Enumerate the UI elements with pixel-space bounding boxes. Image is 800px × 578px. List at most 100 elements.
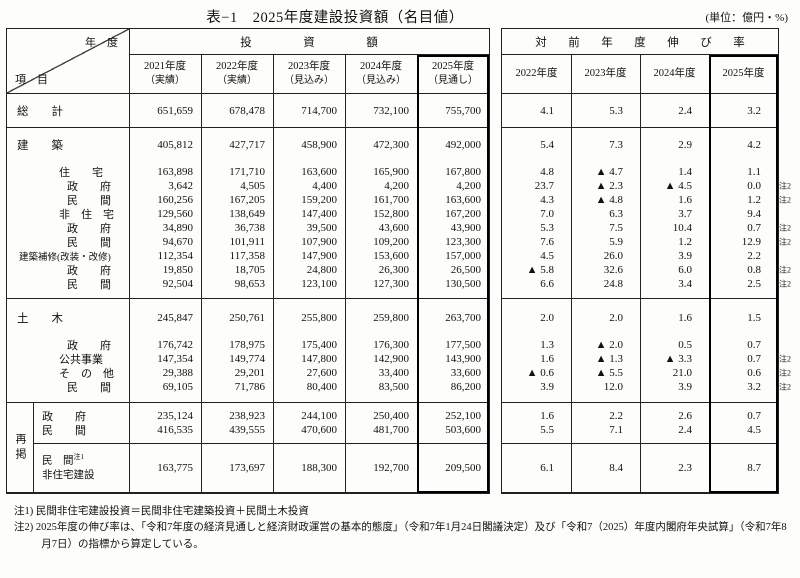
title-bar: 表−1 2025年度建設投資額（名目値） (単位：億円・%) bbox=[0, 0, 800, 28]
value-cell: 4,400 bbox=[312, 180, 337, 192]
table-row: 民 間注1 非住宅建設 163,775 173,697 188,300 192,700… bbox=[34, 444, 489, 492]
table-row: 政 府 176,742 178,975 175,400 176,300 177,500 bbox=[7, 338, 489, 352]
rate-cell: 0.6 bbox=[747, 367, 761, 379]
rate-cell: 32.6 bbox=[603, 264, 623, 276]
table-row: ▲ 0.6 ▲ 5.5 21.0 0.6 注2 bbox=[502, 366, 791, 380]
rate-cell: 3.9 bbox=[540, 381, 554, 393]
row-label: 政 府 bbox=[67, 340, 111, 352]
value-cell: 188,300 bbox=[301, 462, 337, 474]
rate-cell: 7.5 bbox=[609, 222, 623, 234]
value-cell: 149,774 bbox=[229, 353, 265, 365]
corner-year-label: 年 度 bbox=[85, 37, 118, 49]
row-label: 民 間 bbox=[42, 425, 86, 437]
rate-cell: 5.9 bbox=[609, 236, 623, 248]
rate-cell: 6.1 bbox=[540, 462, 554, 474]
section-total: 総 計 651,659 678,478 714,700 732,100 755,700 bbox=[7, 94, 489, 128]
table-row: 6.1 8.4 2.3 8.7 bbox=[502, 444, 778, 492]
footnote-ref: 注2 bbox=[779, 181, 791, 191]
saikei-top-rows: 1.6 2.2 2.6 0.7 5.5 7.1 2.4 4.5 bbox=[502, 403, 778, 444]
saikei-top-rows: 政 府 235,124 238,923 244,100 250,400 252,100 民 … bbox=[34, 403, 489, 444]
table-row: 民 間 160,256 167,205 159,200 161,700 163,600 bbox=[7, 193, 489, 207]
rate-cell: 7.3 bbox=[609, 139, 623, 151]
label-line2: 非住宅建設 bbox=[42, 469, 95, 481]
year-header-cell: 2024年度 bbox=[653, 67, 696, 79]
rate-cell: 21.0 bbox=[672, 367, 692, 379]
table-row: 非 住 宅 129,560 138,649 147,400 152,800 167,200 bbox=[7, 207, 489, 221]
year-header-cell: 2021年度 （実績） bbox=[129, 55, 201, 93]
row-label: 政 府 bbox=[67, 181, 111, 193]
value-cell: 245,847 bbox=[157, 312, 193, 324]
table-row: そ の 他 29,388 29,201 27,600 33,400 33,600 bbox=[7, 366, 489, 380]
value-cell: 163,775 bbox=[157, 462, 193, 474]
value-cell: 177,500 bbox=[445, 339, 481, 351]
year-header-cell: 2022年度 （実績） bbox=[201, 55, 273, 93]
value-cell: 147,900 bbox=[301, 250, 337, 262]
rate-cell: 3.4 bbox=[678, 278, 692, 290]
table-row: 1.6 2.2 2.6 0.7 bbox=[502, 409, 778, 423]
year-header-row: 2021年度 （実績） 2022年度 （実績） 2023年度 （見込み） 2024年度 （見込… bbox=[129, 55, 489, 93]
rate-cell: 8.4 bbox=[609, 462, 623, 474]
value-cell: 163,898 bbox=[157, 166, 193, 178]
section-total: 4.1 5.3 2.4 3.2 bbox=[502, 94, 778, 128]
rate-cell: ▲ 2.0 bbox=[595, 339, 623, 351]
table-row: 4.1 5.3 2.4 3.2 bbox=[502, 94, 778, 127]
year-label: 2023年度 bbox=[288, 61, 330, 72]
table-row: 政 府 19,850 18,705 24,800 26,300 26,500 bbox=[7, 263, 489, 277]
value-cell: 157,000 bbox=[445, 250, 481, 262]
rate-cell: 4.2 bbox=[747, 139, 761, 151]
value-cell: 71,786 bbox=[234, 381, 265, 393]
rate-cell: 0.7 bbox=[747, 339, 761, 351]
value-cell: 263,700 bbox=[445, 312, 481, 324]
footnote-ref: 注1 bbox=[73, 453, 85, 462]
rate-cell: 1.6 bbox=[540, 410, 554, 422]
value-cell: 159,200 bbox=[301, 194, 337, 206]
value-cell: 238,923 bbox=[229, 410, 265, 422]
corner-item-label: 項 目 bbox=[15, 74, 48, 86]
rate-cell: 3.7 bbox=[678, 208, 692, 220]
table-row: 3.9 12.0 3.9 3.2 注2 bbox=[502, 380, 791, 394]
rate-cell: 5.4 bbox=[540, 139, 554, 151]
rate-cell: 2.2 bbox=[747, 250, 761, 262]
row-label: 土 木 bbox=[17, 313, 63, 325]
value-cell: 252,100 bbox=[445, 410, 481, 422]
value-cell: 117,358 bbox=[229, 250, 265, 262]
value-cell: 129,560 bbox=[157, 208, 193, 220]
value-cell: 192,700 bbox=[373, 462, 409, 474]
footnote-ref: 注2 bbox=[779, 279, 791, 289]
value-cell: 160,256 bbox=[157, 194, 193, 206]
table-row: 民 間 69,105 71,786 80,400 83,500 86,200 bbox=[7, 380, 489, 394]
year-header-row: 2022年度 2023年度 2024年度 2025年度 bbox=[502, 55, 778, 93]
value-cell: 732,100 bbox=[373, 104, 409, 117]
investment-amount-table: 年 度 項 目 投 資 額 2021年度 （実績） 2022年度 （実績） 2023年度… bbox=[6, 28, 490, 494]
value-cell: 27,600 bbox=[306, 367, 337, 379]
rate-cell: ▲ 5.5 bbox=[595, 367, 623, 379]
table-row: 総 計 651,659 678,478 714,700 732,100 755,700 bbox=[7, 94, 489, 127]
table-row: 政 府 34,890 36,738 39,500 43,600 43,900 bbox=[7, 221, 489, 235]
rate-cell: 2.0 bbox=[609, 312, 623, 324]
rate-cell: 23.7 bbox=[534, 180, 554, 192]
value-cell: 39,500 bbox=[306, 222, 337, 234]
rate-cell: 2.6 bbox=[678, 410, 692, 422]
value-cell: 175,400 bbox=[301, 339, 337, 351]
rate-cell: 2.0 bbox=[540, 312, 554, 324]
value-cell: 405,812 bbox=[157, 139, 193, 151]
value-cell: 427,717 bbox=[229, 139, 265, 151]
value-cell: 86,200 bbox=[450, 381, 481, 393]
value-cell: 503,600 bbox=[445, 424, 481, 436]
rate-cell: 6.3 bbox=[609, 208, 623, 220]
table-row: 7.6 5.9 1.2 12.9 注2 bbox=[502, 235, 791, 249]
value-cell: 83,500 bbox=[378, 381, 409, 393]
value-cell: 678,478 bbox=[229, 104, 265, 117]
row-label: 公共事業 bbox=[59, 354, 103, 366]
value-cell: 4,200 bbox=[456, 180, 481, 192]
rate-cell: 3.9 bbox=[678, 250, 692, 262]
year-label: 2025年度 bbox=[432, 61, 474, 72]
value-cell: 80,400 bbox=[306, 381, 337, 393]
table-row: ▲ 5.8 32.6 6.0 0.8 注2 bbox=[502, 263, 791, 277]
value-cell: 29,201 bbox=[234, 367, 265, 379]
rate-cell: 0.0 bbox=[747, 180, 761, 192]
value-cell: 152,800 bbox=[373, 208, 409, 220]
tables-area: 年 度 項 目 投 資 額 2021年度 （実績） 2022年度 （実績） 2023年度… bbox=[0, 28, 800, 494]
section-civil: 土 木 245,847 250,761 255,800 259,800 263,700 政 … bbox=[7, 299, 489, 403]
rate-cell: ▲ 2.3 bbox=[595, 180, 623, 192]
